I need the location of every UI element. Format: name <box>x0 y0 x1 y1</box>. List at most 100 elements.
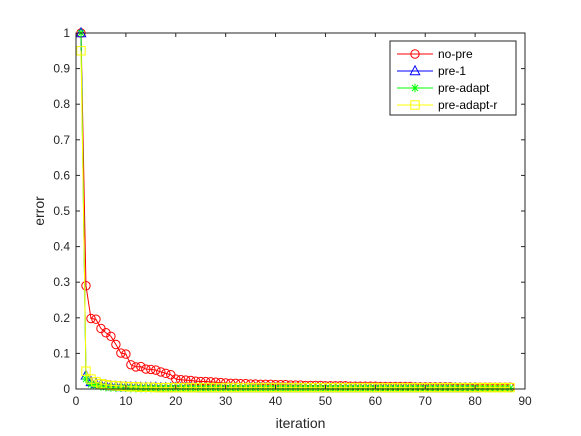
data-point-pre-adapt-r <box>355 382 366 393</box>
legend-swatch-marker <box>410 83 420 93</box>
data-point-pre-adapt <box>401 384 410 393</box>
data-point-pre-adapt <box>311 384 320 393</box>
data-point-pre-adapt <box>276 384 285 393</box>
data-point-pre-adapt-r <box>410 382 420 393</box>
data-point-pre-adapt-r <box>136 382 146 392</box>
x-tick-label: 90 <box>518 394 532 408</box>
legend-label: pre-adapt <box>438 81 490 95</box>
data-point-no-pre <box>111 339 121 350</box>
data-point-pre-adapt-r <box>141 382 151 392</box>
data-point-pre-adapt <box>136 384 146 393</box>
data-point-pre-adapt-r <box>230 382 241 393</box>
data-point-pre-adapt-r <box>415 382 425 393</box>
data-point-pre-adapt <box>381 384 390 393</box>
data-point-pre-adapt <box>460 384 470 393</box>
data-point-pre-adapt-r <box>146 382 156 392</box>
data-point-pre-adapt <box>366 384 375 393</box>
data-point-pre-adapt-r <box>480 382 490 393</box>
data-point-pre-adapt <box>96 382 106 391</box>
data-point-no-pre <box>136 361 146 372</box>
data-point-pre-adapt <box>141 384 151 393</box>
data-point-pre-adapt <box>485 384 495 393</box>
data-point-pre-adapt-r <box>340 382 351 393</box>
data-point-pre-adapt-r <box>290 382 301 393</box>
data-point-pre-adapt-r <box>365 382 376 393</box>
data-point-pre-adapt-r <box>500 382 510 393</box>
data-point-pre-adapt <box>201 384 210 393</box>
data-point-pre-adapt <box>396 384 405 393</box>
data-point-no-pre <box>116 348 126 358</box>
data-point-pre-adapt-r <box>460 382 470 393</box>
legend-swatch-marker <box>410 100 420 110</box>
data-point-pre-adapt <box>480 384 490 393</box>
x-tick-label: 60 <box>369 394 383 408</box>
data-point-pre-adapt-r <box>176 382 186 393</box>
x-tick-label: 80 <box>468 394 482 408</box>
data-point-pre-adapt-r <box>156 382 166 393</box>
data-point-pre-adapt <box>251 384 260 393</box>
data-point-no-pre <box>101 328 111 338</box>
data-point-pre-adapt-r <box>250 382 261 393</box>
data-point-pre-adapt <box>336 384 345 393</box>
data-point-pre-adapt-r <box>255 382 266 393</box>
data-point-pre-adapt <box>505 384 515 393</box>
legend-item-no-pre: no-pre <box>397 47 473 61</box>
x-tick-label: 20 <box>169 394 183 408</box>
data-point-no-pre <box>81 281 91 291</box>
data-point-pre-adapt <box>241 384 250 393</box>
data-point-no-pre <box>161 368 171 379</box>
x-tick-label: 0 <box>73 394 80 408</box>
data-point-pre-adapt-r <box>181 382 191 393</box>
data-point-pre-adapt-r <box>260 382 271 393</box>
data-point-pre-adapt <box>435 384 445 393</box>
data-point-pre-adapt-r <box>76 46 86 56</box>
y-axis-label: error <box>31 196 47 226</box>
data-point-pre-adapt-r <box>335 382 346 393</box>
series-line-pre-adapt-r <box>80 50 511 389</box>
data-point-no-pre <box>106 331 116 342</box>
data-point-pre-adapt-r <box>151 382 161 393</box>
legend-swatch-marker <box>410 49 420 59</box>
data-point-pre-adapt-r <box>425 382 435 393</box>
data-point-pre-adapt-r <box>121 381 131 392</box>
data-point-no-pre <box>146 364 156 375</box>
data-point-pre-adapt <box>361 384 370 393</box>
legend-item-pre-adapt: pre-adapt <box>397 81 490 95</box>
data-point-pre-adapt <box>236 384 245 393</box>
data-point-pre-adapt <box>411 384 420 393</box>
data-point-pre-adapt <box>326 384 335 393</box>
data-point-pre-adapt <box>291 384 300 393</box>
data-point-pre-adapt-r <box>131 382 141 392</box>
data-point-pre-adapt-r <box>171 382 181 393</box>
data-point-pre-adapt-r <box>420 382 430 393</box>
data-point-pre-adapt-r <box>305 382 316 393</box>
data-point-pre-adapt-r <box>495 382 505 393</box>
data-point-no-pre <box>151 365 161 375</box>
y-tick-label: 0.2 <box>53 311 70 325</box>
series-pre-adapt-r <box>76 46 515 393</box>
data-point-pre-adapt <box>465 384 475 393</box>
data-point-pre-adapt-r <box>400 382 410 393</box>
data-point-pre-adapt-r <box>96 378 106 389</box>
data-point-pre-adapt-r <box>450 382 460 393</box>
data-point-pre-adapt-r <box>196 382 206 393</box>
data-point-pre-adapt-r <box>360 382 371 393</box>
x-tick-label: 40 <box>269 394 283 408</box>
data-point-pre-adapt <box>186 384 195 393</box>
y-tick-label: 0.4 <box>53 240 70 254</box>
data-point-pre-adapt <box>356 384 365 393</box>
data-point-pre-adapt-r <box>86 374 96 384</box>
data-point-pre-adapt <box>126 384 136 393</box>
data-point-pre-adapt-r <box>380 382 391 393</box>
data-point-pre-adapt <box>231 384 240 393</box>
data-point-pre-adapt <box>316 384 325 393</box>
data-point-pre-adapt <box>391 384 400 393</box>
data-point-pre-adapt-r <box>245 382 256 393</box>
data-point-pre-adapt <box>206 384 215 393</box>
data-point-pre-adapt <box>440 384 450 393</box>
data-point-pre-adapt <box>131 384 141 393</box>
data-point-pre-adapt-r <box>315 382 326 393</box>
data-point-pre-adapt-r <box>201 382 211 393</box>
data-point-pre-adapt-r <box>206 382 216 393</box>
